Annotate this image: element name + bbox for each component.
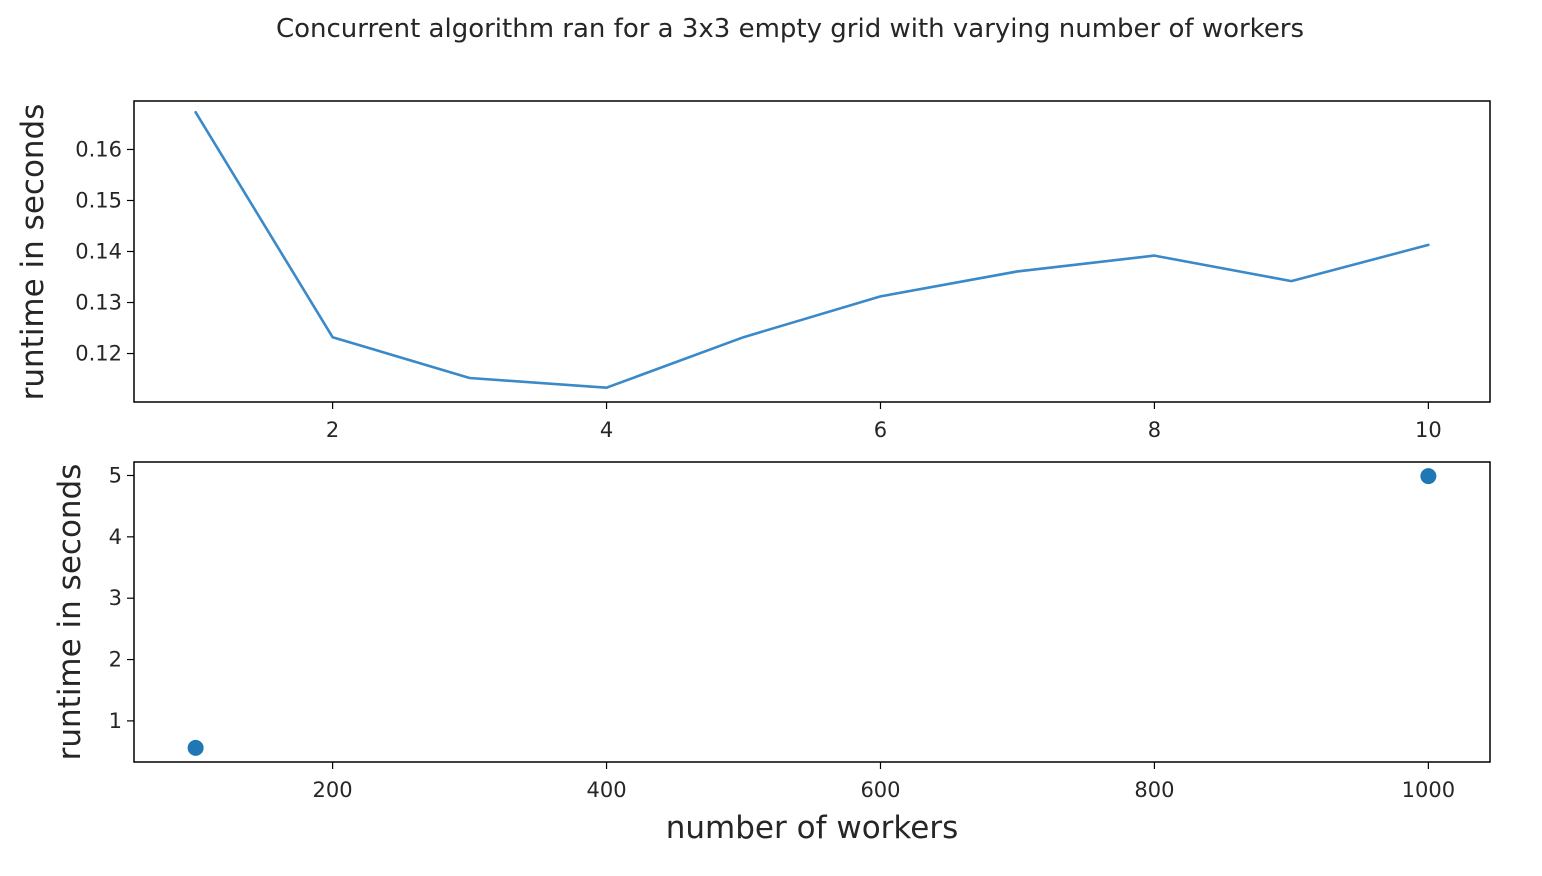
bottom-x-tick-label: 1000 (1402, 778, 1455, 802)
bottom-y-tick-label: 1 (109, 709, 122, 733)
top-y-tick-label: 0.14 (75, 240, 122, 264)
bottom-x-tick-label: 400 (586, 778, 626, 802)
top-y-axis-label: runtime in seconds (15, 104, 51, 401)
bottom-y-axis-label: runtime in seconds (52, 464, 88, 761)
top-y-tick-label: 0.15 (75, 188, 122, 212)
bottom-x-tick-label: 800 (1134, 778, 1174, 802)
bottom-y-tick-label: 4 (109, 525, 122, 549)
top-x-tick-label: 10 (1415, 418, 1442, 442)
top-y-tick-label: 0.13 (75, 291, 122, 315)
bottom-scatter-point (1420, 468, 1437, 485)
bottom-x-tick-label: 600 (860, 778, 900, 802)
top-series-line (194, 110, 1430, 390)
top-axes-frame (133, 100, 1491, 403)
bottom-x-axis-label: number of workers (666, 810, 958, 846)
top-subplot: 2 4 6 8 10 0.12 0.13 0.14 0.15 0.16 runtime in s… (15, 100, 1491, 442)
figure-title: Concurrent algorithm ran for a 3x3 empty… (276, 14, 1304, 44)
top-x-tick-label: 8 (1148, 418, 1161, 442)
top-x-tick-label: 6 (874, 418, 887, 442)
bottom-x-tick-label: 200 (313, 778, 353, 802)
bottom-axes-frame (133, 461, 1491, 763)
top-x-tick-label: 2 (326, 418, 339, 442)
bottom-scatter-point (187, 739, 204, 756)
bottom-y-tick-label: 3 (109, 586, 122, 610)
top-x-tick-label: 4 (600, 418, 613, 442)
bottom-y-tick-label: 2 (109, 648, 122, 672)
bottom-subplot: 200 400 600 800 1000 1 2 3 4 5 runtime in second… (52, 461, 1491, 846)
top-y-tick-label: 0.12 (75, 342, 122, 366)
top-y-tick-label: 0.16 (75, 137, 122, 161)
bottom-y-tick-label: 5 (109, 463, 122, 487)
